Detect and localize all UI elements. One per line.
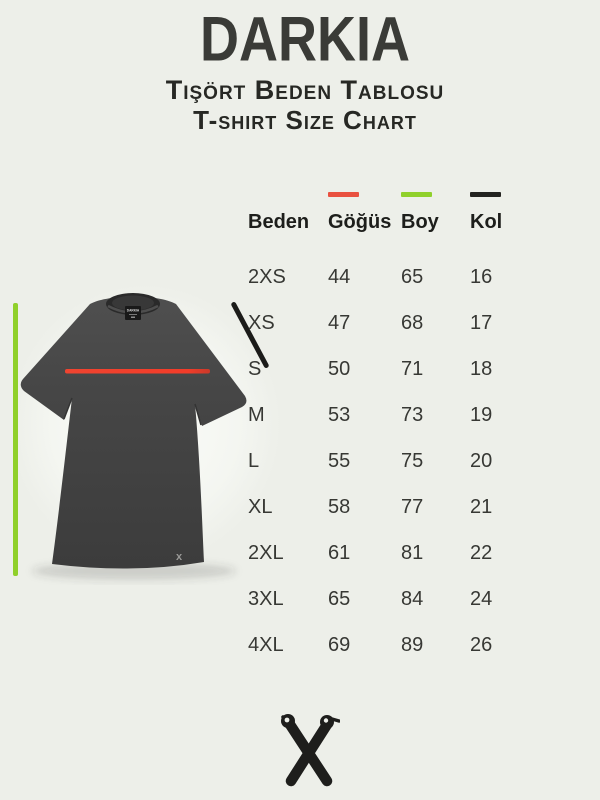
size-cell: 2XL — [248, 541, 284, 564]
length-cell: 81 — [401, 541, 424, 564]
size-cell: S — [248, 357, 262, 380]
column-header-size: Beden — [248, 192, 328, 234]
subtitle-turkish: Tişört Beden Tablosu — [165, 75, 445, 105]
chest-cell: 53 — [328, 403, 351, 426]
subtitle-english: T-shirt Size Chart — [193, 105, 417, 135]
hem-x-mark: x — [176, 551, 183, 563]
length-cell: 77 — [401, 495, 424, 518]
length-cell: 71 — [401, 357, 424, 380]
chest-cell: 44 — [328, 265, 351, 288]
size-cell: XS — [248, 311, 275, 334]
sleeve-cell: 20 — [470, 449, 493, 472]
neck-label-text: DARKIA — [127, 309, 140, 313]
chest-cell: 50 — [328, 357, 351, 380]
sleeve-cell: 18 — [470, 357, 493, 380]
sleeve-cell: 26 — [470, 633, 493, 656]
sleeve-cell: 16 — [470, 265, 493, 288]
column-label-size: Beden — [248, 211, 310, 233]
sleeve-cell: 19 — [470, 403, 493, 426]
length-cell: 73 — [401, 403, 424, 426]
tshirt-body — [20, 296, 247, 569]
brand-title: DARKIA — [199, 3, 410, 75]
chest-measure-line — [65, 369, 210, 374]
column-header-sleeve: Kol — [470, 192, 550, 234]
size-table-header: Beden Göğüs Boy Kol — [248, 192, 550, 234]
length-cell: 68 — [401, 311, 424, 334]
length-cell: 89 — [401, 633, 424, 656]
length-cell: 65 — [401, 265, 424, 288]
x-top-right-hook-hole — [323, 718, 329, 723]
size-cell: XL — [248, 495, 273, 518]
size-cell: 3XL — [248, 587, 284, 610]
sleeve-cell: 24 — [470, 587, 493, 610]
brand-x-logo-icon — [281, 714, 340, 787]
neck-label-line — [129, 314, 137, 315]
x-stroke-2 — [285, 717, 334, 787]
column-header-chest: Göğüs — [328, 192, 401, 234]
column-label-chest: Göğüs — [328, 211, 392, 233]
column-label-sleeve: Kol — [470, 211, 503, 233]
size-cell: 4XL — [248, 633, 284, 656]
collar-inner — [112, 295, 154, 311]
size-table: Beden Göğüs Boy Kol 2XS 44 65 16 XS 47 6… — [248, 192, 550, 668]
length-cell: 84 — [401, 587, 424, 610]
chest-cell: 47 — [328, 311, 351, 334]
left-sleeve-seam — [63, 397, 73, 420]
size-table-body: 2XS 44 65 16 XS 47 68 17 S 50 71 18 M 53… — [248, 254, 550, 668]
chest-cell: 65 — [328, 587, 351, 610]
neck-label — [125, 306, 141, 320]
header: DARKIA Tişört Beden Tablosu T-shirt Size… — [10, 3, 600, 135]
sleeve-legend-bar — [470, 192, 501, 197]
size-cell: L — [248, 449, 260, 472]
length-legend-bar — [401, 192, 432, 197]
chest-cell: 61 — [328, 541, 351, 564]
sleeve-cell: 21 — [470, 495, 493, 518]
tshirt-illustration: DARKIA x — [20, 293, 247, 580]
length-measure-line — [13, 303, 18, 576]
neck-label-size-mark — [131, 316, 135, 318]
sleeve-cell: 22 — [470, 541, 493, 564]
chest-cell: 69 — [328, 633, 351, 656]
column-header-length: Boy — [401, 192, 470, 234]
column-label-length: Boy — [401, 211, 439, 233]
x-top-left-hook-hole — [284, 717, 290, 723]
length-cell: 75 — [401, 449, 424, 472]
chest-cell: 55 — [328, 449, 351, 472]
chest-cell: 58 — [328, 495, 351, 518]
sleeve-cell: 17 — [470, 311, 493, 334]
chest-legend-bar — [328, 192, 359, 197]
right-sleeve-seam — [194, 403, 202, 426]
size-cell: M — [248, 403, 265, 426]
size-cell: 2XS — [248, 265, 286, 288]
